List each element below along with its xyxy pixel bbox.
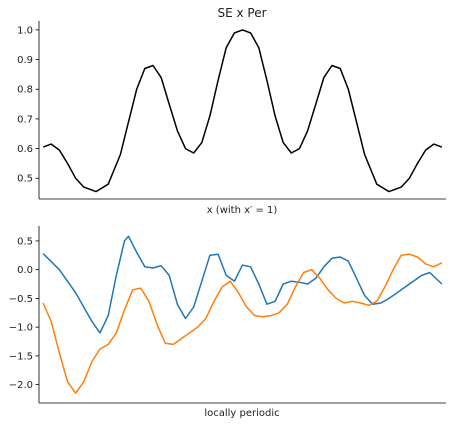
top-x-axis-label: x (with x′ = 1) <box>207 205 278 216</box>
bottom-series-line-0 <box>42 235 443 334</box>
bottom-y-tick-label: −1.0 <box>9 323 33 334</box>
top-y-tick-label: 0.5 <box>17 174 33 185</box>
top-y-tick-label: 1.0 <box>17 25 33 36</box>
top-panel: SE x Per x (with x′ = 1) 0.5 0.6 0.7 0.8 0.9… <box>17 6 446 216</box>
top-y-tick-label: 0.9 <box>17 55 33 66</box>
bottom-panel: locally periodic 0.5 0.0 −0.5 −1.0 −1.5 −2.0 <box>9 226 446 419</box>
top-y-tick-label: 0.7 <box>17 114 33 125</box>
bottom-x-axis-label: locally periodic <box>204 408 279 419</box>
top-y-tick-label: 0.8 <box>17 85 33 96</box>
bottom-series-line-1 <box>42 253 443 394</box>
top-y-tick-label: 0.6 <box>17 144 33 155</box>
top-series-line-0 <box>42 29 443 193</box>
bottom-y-tick-label: 0.0 <box>17 265 33 276</box>
bottom-y-tick-label: −0.5 <box>9 294 33 305</box>
bottom-y-tick-label: −1.5 <box>9 351 33 362</box>
top-chart-title: SE x Per <box>217 6 266 20</box>
bottom-y-tick-label: −2.0 <box>9 380 33 391</box>
bottom-y-tick-label: 0.5 <box>17 236 33 247</box>
